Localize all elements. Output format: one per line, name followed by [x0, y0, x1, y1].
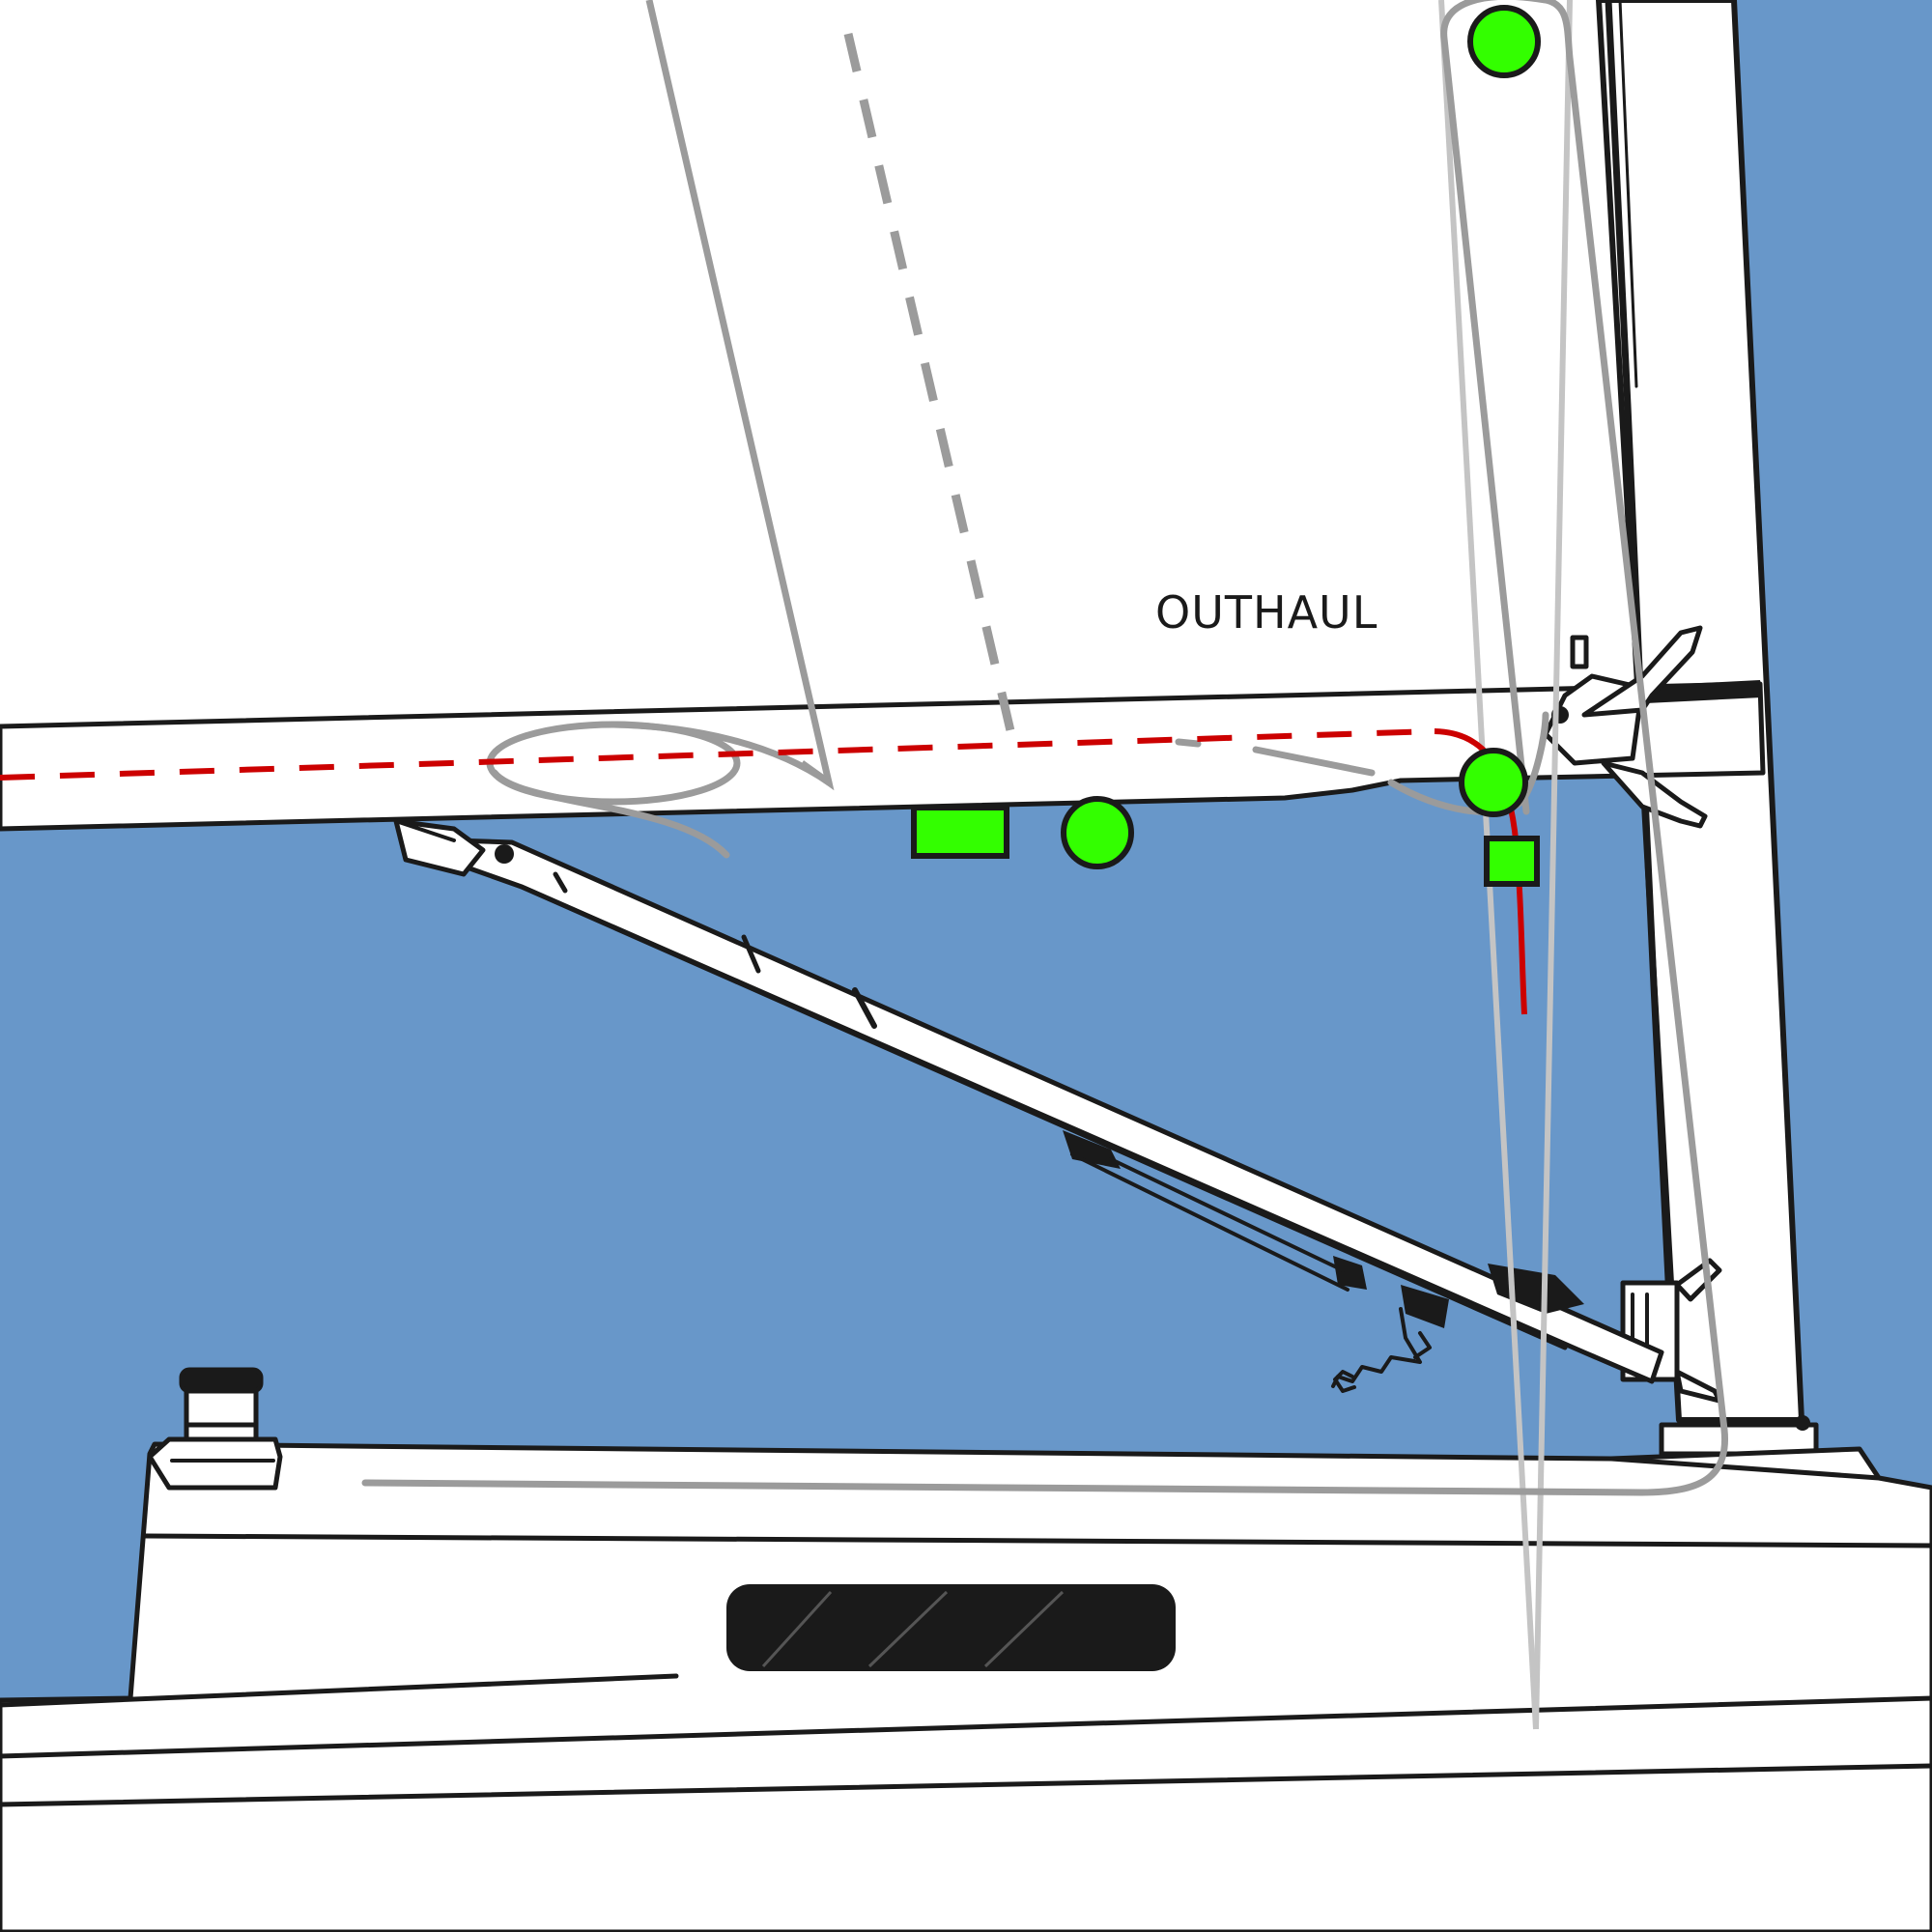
- boom-end-band: [1644, 680, 1762, 703]
- sail-batten: [843, 32, 1017, 741]
- halyard-loop: [361, 0, 1729, 1496]
- vang-boom-bail: [393, 818, 486, 877]
- vang-tail: [1331, 1307, 1422, 1388]
- deck: [0, 1441, 1932, 1932]
- winch: [147, 1367, 283, 1491]
- mast-track-inner: [1618, 0, 1638, 388]
- outhaul-line-tail: [1434, 728, 1527, 1015]
- mast-rect-marker: [1484, 836, 1540, 887]
- outhaul-label: OUTHAUL: [1155, 586, 1378, 639]
- boom: [0, 681, 1766, 832]
- mainsail: [0, 0, 1760, 726]
- cabin-top: [0, 1441, 1932, 1932]
- gooseneck-marker: [1459, 748, 1528, 817]
- boom-rect-marker: [911, 805, 1009, 859]
- masthead-marker: [1467, 5, 1541, 78]
- stay-line-right: [1533, 0, 1573, 1730]
- boom-marker: [1061, 796, 1134, 869]
- cabin-window: [726, 1584, 1176, 1671]
